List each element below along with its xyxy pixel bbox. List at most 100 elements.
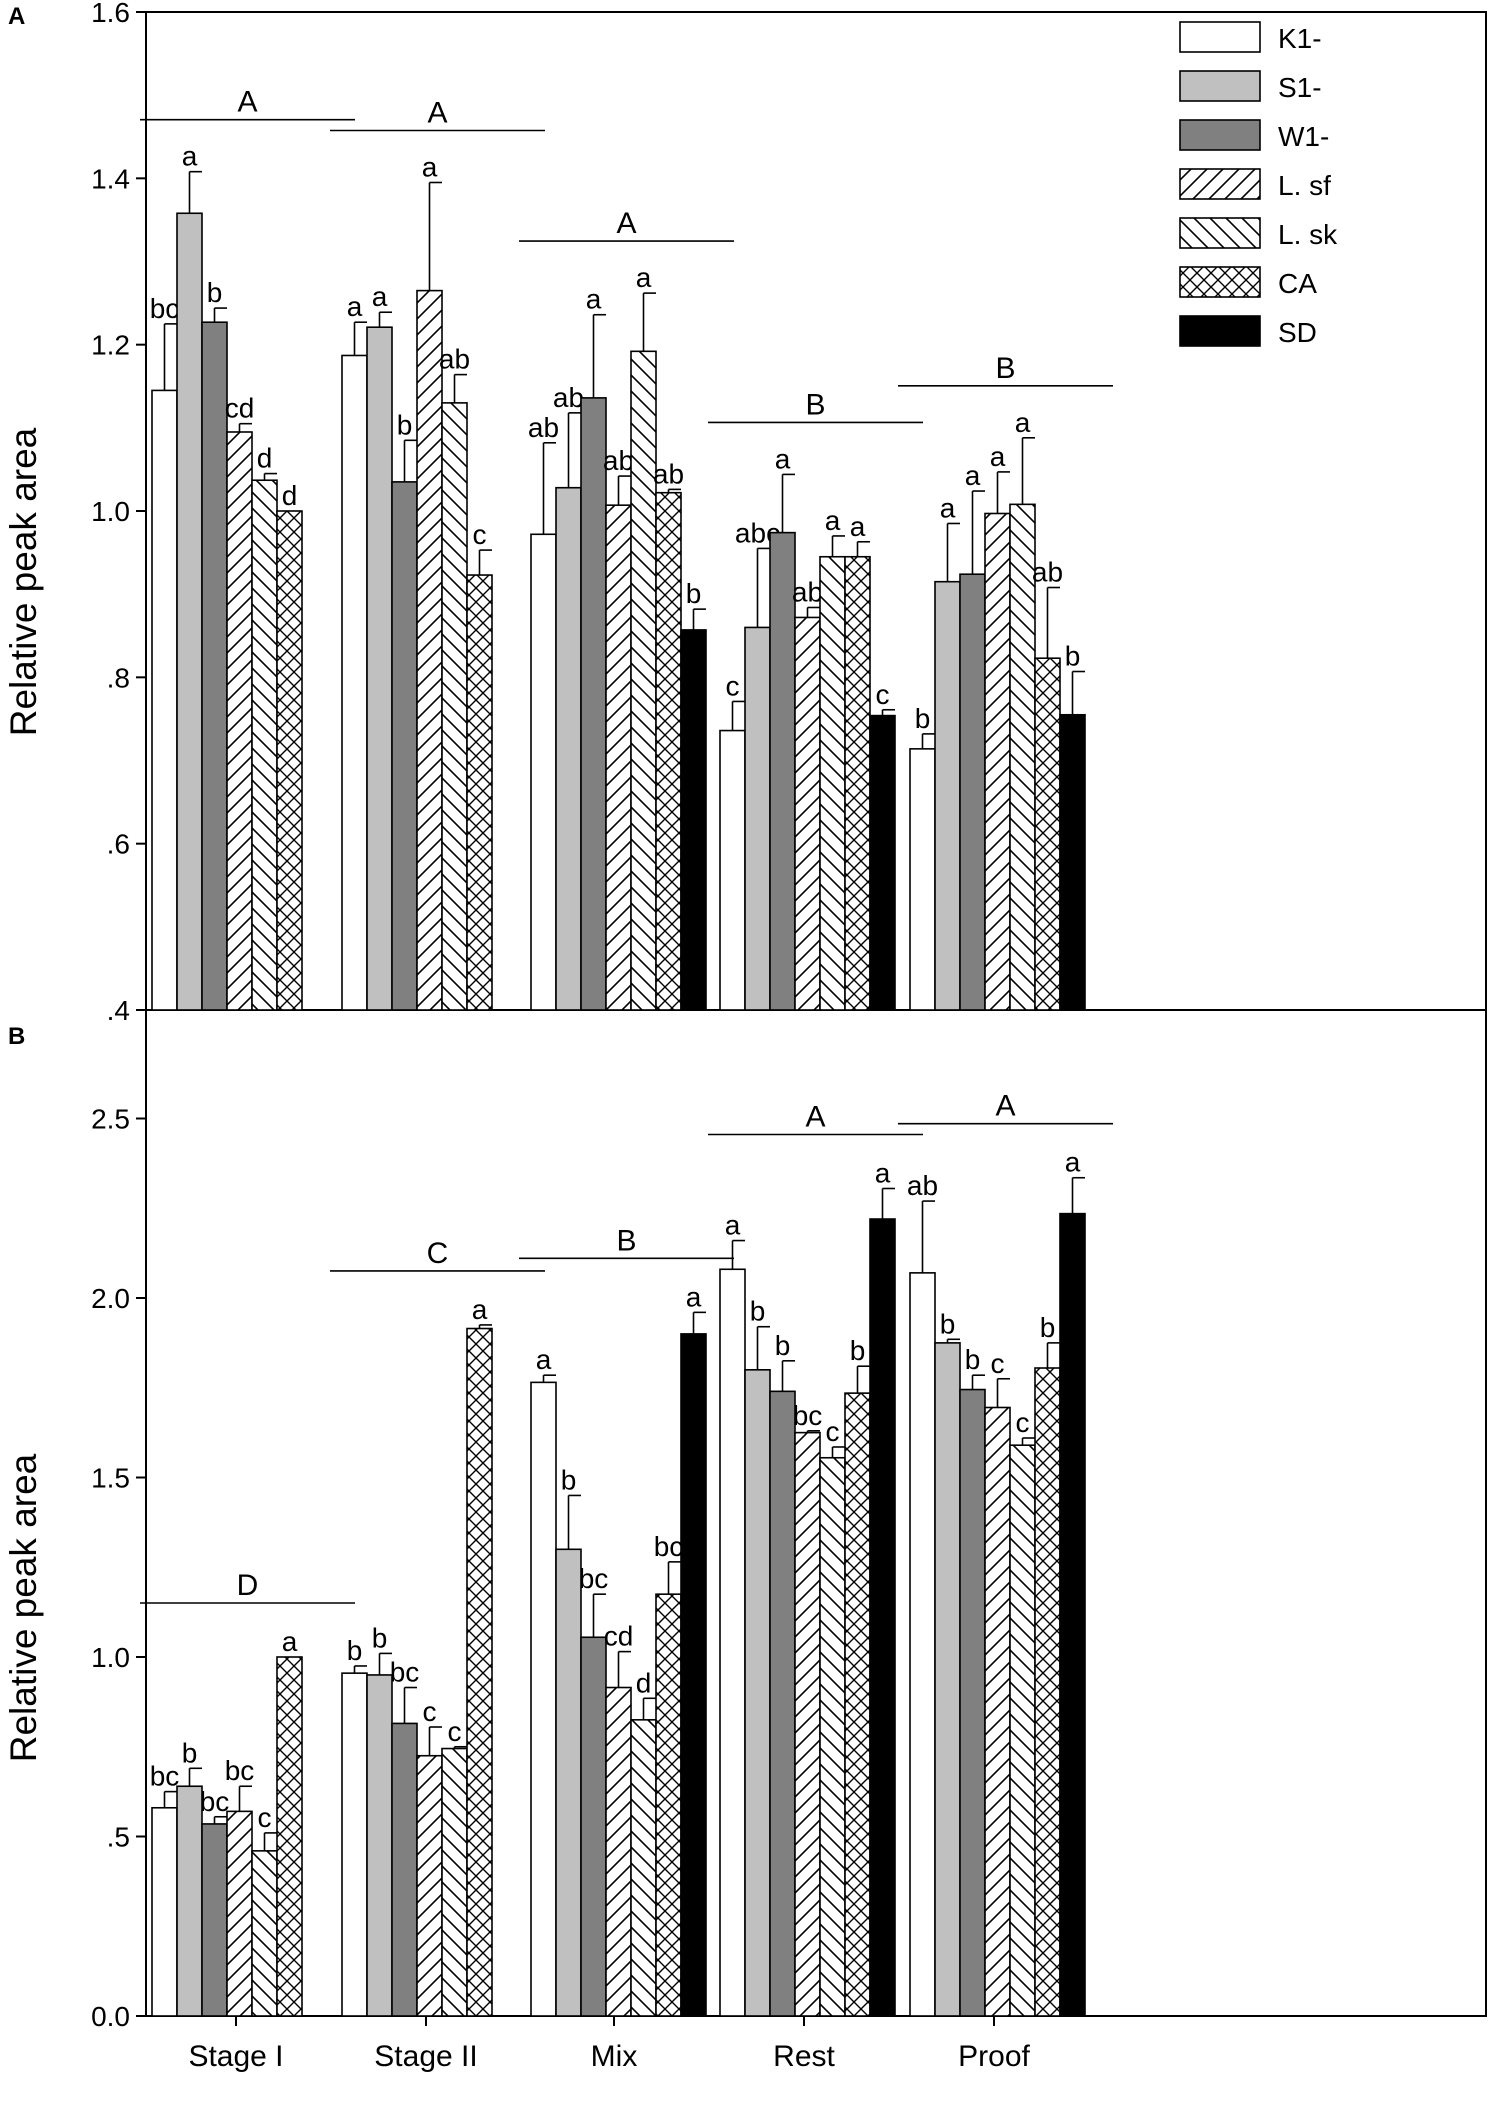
panel-b-significance-letter: b <box>775 1330 791 1361</box>
panel-b-bar <box>466 1327 493 2017</box>
panel-b-y-tick-label: .5 <box>107 1822 130 1853</box>
panel-a-significance-letter: a <box>940 492 956 523</box>
panel-b-significance-letter: b <box>372 1622 388 1653</box>
panel-a-y-tick-label: 1.2 <box>91 330 130 361</box>
panel-b-bar <box>226 1810 253 2017</box>
panel-a-y-tick-label: 1.6 <box>91 0 130 28</box>
panel-b-bar <box>719 1268 746 2017</box>
panel-a-significance-letter: ab <box>603 445 634 476</box>
panel-b-significance-letter: b <box>347 1635 363 1666</box>
panel-a-bar <box>719 729 746 1011</box>
panel-b-bar <box>201 1823 228 2017</box>
panel-b-bar <box>744 1369 771 2017</box>
legend-label: S1- <box>1278 72 1322 103</box>
panel-b-bar <box>251 1850 278 2017</box>
panel-a-bar <box>580 397 607 1011</box>
panel-a-bar <box>1059 713 1086 1011</box>
panel-a-bar <box>819 555 846 1011</box>
panel-a-y-tick-label: .6 <box>107 829 130 860</box>
panel-a-significance-letter: a <box>422 151 438 182</box>
panel-a-bar <box>466 574 493 1011</box>
panel-a-bar <box>984 512 1011 1011</box>
panel-b-bar <box>984 1406 1011 2017</box>
x-axis-tick-label: Mix <box>591 2040 638 2073</box>
panel-a-significance-letter: a <box>586 284 602 315</box>
panel-b-significance-letter: b <box>750 1296 766 1327</box>
panel-a-significance-letter: b <box>207 277 223 308</box>
panel-b-significance-letter: c <box>991 1348 1005 1379</box>
panel-a-bar <box>655 491 682 1011</box>
panel-a-significance-letter: c <box>876 679 890 710</box>
panel-a-significance-letter: c <box>473 519 487 550</box>
panel-a-y-tick-label: 1.4 <box>91 163 130 194</box>
panel-b-group-letter: A <box>995 1090 1015 1123</box>
panel-b-bar <box>530 1381 557 2017</box>
panel-b-significance-letter: a <box>282 1626 298 1657</box>
panel-a-bar <box>416 289 443 1011</box>
panel-a-bar <box>869 714 896 1011</box>
panel-b-bar <box>844 1392 871 2017</box>
panel-b-significance-letter: bc <box>579 1563 609 1594</box>
legend-label: K1- <box>1278 23 1322 54</box>
panel-b-significance-letter: a <box>472 1294 488 1325</box>
panel-a-bar <box>680 629 707 1011</box>
panel-b-group-letter: A <box>805 1101 825 1134</box>
panel-b-significance-letter: b <box>561 1464 577 1495</box>
panel-b-significance-letter: bc <box>150 1761 180 1792</box>
panel-b-significance-letter: bc <box>200 1786 230 1817</box>
panel-label-b: B <box>8 1023 25 1050</box>
panel-b-significance-letter: bc <box>793 1400 823 1431</box>
panel-a-group-letter: A <box>427 96 447 129</box>
panel-b-significance-letter: b <box>965 1344 981 1375</box>
panel-a-bar <box>934 580 961 1011</box>
panel-a-significance-letter: a <box>990 441 1006 472</box>
panel-b-group-letter: B <box>616 1224 636 1257</box>
panel-a-y-axis-title: Relative peak area <box>3 427 44 736</box>
panel-b-significance-letter: c <box>258 1802 272 1833</box>
panel-b-significance-letter: a <box>536 1344 552 1375</box>
panel-b-bar <box>605 1686 632 2017</box>
panel-a-bar <box>909 748 936 1011</box>
panel-a-significance-letter: b <box>1065 641 1081 672</box>
legend-label: L. sf <box>1278 170 1331 201</box>
panel-b-y-tick-label: 2.5 <box>91 1104 130 1135</box>
panel-a-group-letter: B <box>805 388 825 421</box>
panel-b-significance-letter: cd <box>604 1621 634 1652</box>
x-axis-tick-label: Rest <box>773 2040 835 2073</box>
x-axis-categories: Stage I Stage II Mix Rest Proof <box>188 2016 1031 2073</box>
panel-a-significance-letter: a <box>775 443 791 474</box>
panel-b-bar <box>366 1674 393 2017</box>
panel-a-significance-letter: a <box>965 460 981 491</box>
panel-b-bar <box>1059 1212 1086 2017</box>
panel-a-group-letter: A <box>237 86 257 119</box>
panel-b-significance-letter: a <box>725 1210 741 1241</box>
panel-b-significance-letter: b <box>940 1308 956 1339</box>
panel-b-significance-letter: c <box>1016 1407 1030 1438</box>
panel-b-bar <box>909 1272 936 2017</box>
panel-a-bar <box>151 389 178 1011</box>
legend: K1- S1- W1- L. sf L. sk CA SD <box>1179 21 1338 348</box>
panel-a-significance-letter: d <box>282 480 298 511</box>
panel-b-bar <box>555 1548 582 2017</box>
panel-a-bar <box>959 573 986 1011</box>
legend-label: CA <box>1278 268 1317 299</box>
panel-b-y-tick-label: 0.0 <box>91 2001 130 2032</box>
legend-swatch <box>1179 217 1261 249</box>
panel-a-bar <box>366 326 393 1011</box>
panel-b-group-letter: D <box>237 1569 259 1602</box>
x-axis-tick-label: Stage II <box>374 2040 477 2073</box>
panel-b-bar <box>1009 1444 1036 2017</box>
panel-a-significance-letter: a <box>850 511 866 542</box>
panel-b-significance-letter: bc <box>225 1755 255 1786</box>
panel-a-y-tick-label: .8 <box>107 662 130 693</box>
panel-a-group-letter: B <box>995 352 1015 385</box>
panel-b-group-letter: C <box>427 1237 449 1270</box>
panel-b-significance-letter: bc <box>390 1657 420 1688</box>
panel-a-bar <box>441 402 468 1011</box>
x-axis-tick-label: Stage I <box>188 2040 283 2073</box>
panel-a-significance-letter: a <box>347 291 363 322</box>
panel-a-significance-letter: d <box>257 443 273 474</box>
panel-a-significance-letter: cd <box>225 393 255 424</box>
panel-b-significance-letter: b <box>850 1335 866 1366</box>
